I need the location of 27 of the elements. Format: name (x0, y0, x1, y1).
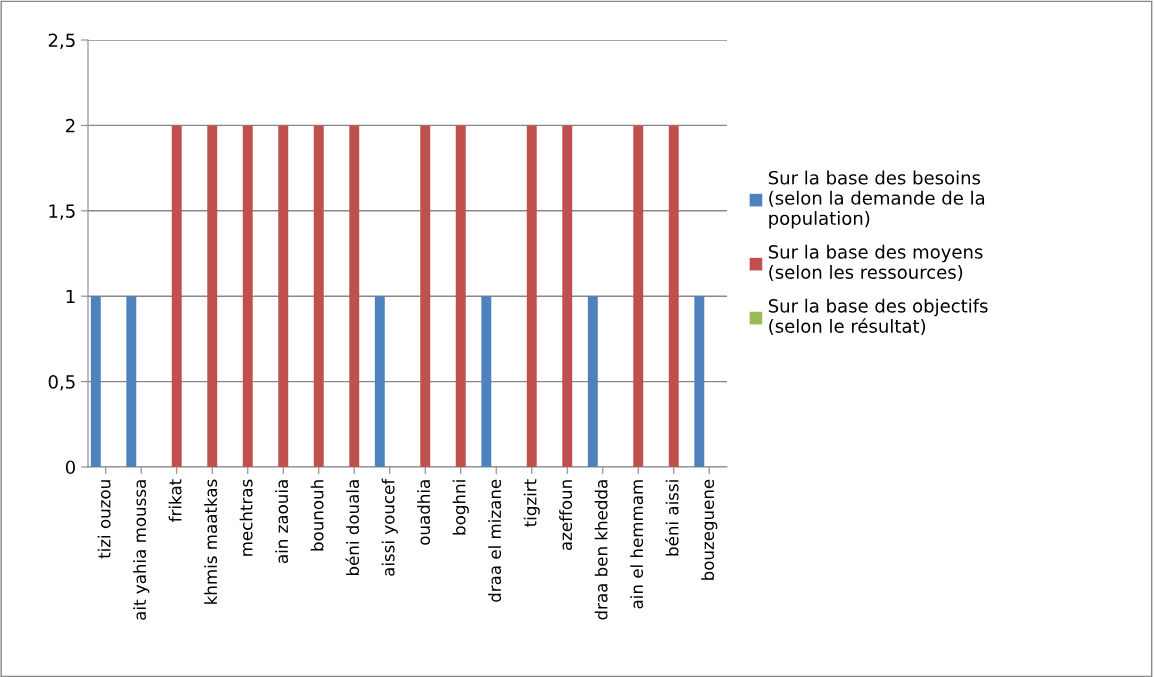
x-tick-label: bouzeguene (701, 479, 718, 580)
x-tick-label: khmis maatkas (204, 479, 218, 604)
x-tick-label: draa ben khedda (594, 480, 608, 620)
x-tick-label: tizi ouzou (97, 480, 111, 559)
y-tick-label: 1,5 (49, 204, 75, 220)
y-tick-label: 1 (66, 289, 75, 304)
x-tick-label: bounouh (310, 480, 324, 551)
y-tick-label: 0 (65, 460, 75, 475)
legend-label: Sur la base des moyens (selon les ressources) (768, 244, 983, 282)
legend-label: Sur la base des besoins (selon la demande de la population) (768, 170, 985, 229)
x-tick-label: aissi youcef (381, 478, 398, 576)
x-tick-label: draa el mizane (488, 479, 502, 602)
x-tick-label: béni douala (345, 480, 360, 576)
x-tick-label: tigzirt (523, 479, 540, 527)
y-tick-label: 2 (66, 118, 75, 133)
legend-label: Sur la base des objectifs (selon le résultat) (768, 298, 988, 336)
x-tick-label: ain zaouia (275, 480, 289, 564)
y-tick-label: 0,5 (48, 375, 75, 391)
x-tick-label: ain el hemmam (630, 480, 644, 609)
x-tick-label: mechtras (239, 479, 253, 556)
y-tick-label: 2,5 (48, 33, 75, 49)
x-tick-label: frikat (168, 479, 182, 522)
x-tick-label: azeffoun (559, 480, 573, 551)
x-tick-label: béni aissi (665, 480, 679, 556)
x-tick-label: ait yahia moussa (133, 480, 150, 620)
x-tick-label: ouadhia (417, 480, 431, 545)
x-tick-label: boghni (452, 480, 469, 535)
